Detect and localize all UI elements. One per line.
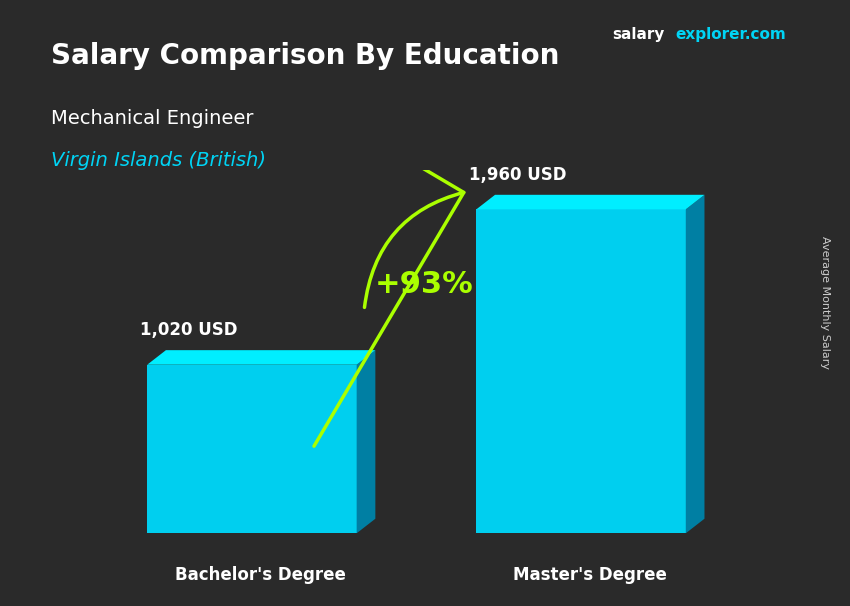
Text: Salary Comparison By Education: Salary Comparison By Education bbox=[51, 42, 559, 70]
Text: salary: salary bbox=[612, 27, 665, 42]
Text: Bachelor's Degree: Bachelor's Degree bbox=[175, 566, 346, 584]
Polygon shape bbox=[476, 209, 686, 533]
Text: Master's Degree: Master's Degree bbox=[513, 566, 667, 584]
Text: explorer.com: explorer.com bbox=[676, 27, 786, 42]
Polygon shape bbox=[147, 365, 357, 533]
Text: Mechanical Engineer: Mechanical Engineer bbox=[51, 109, 253, 128]
Text: 1,960 USD: 1,960 USD bbox=[469, 166, 566, 184]
Text: Average Monthly Salary: Average Monthly Salary bbox=[819, 236, 830, 370]
Polygon shape bbox=[476, 195, 705, 209]
Text: Virgin Islands (British): Virgin Islands (British) bbox=[51, 152, 266, 170]
Polygon shape bbox=[147, 350, 376, 365]
Polygon shape bbox=[357, 350, 376, 533]
FancyArrowPatch shape bbox=[210, 42, 464, 446]
Text: +93%: +93% bbox=[375, 270, 473, 299]
Polygon shape bbox=[686, 195, 705, 533]
Text: 1,020 USD: 1,020 USD bbox=[139, 321, 237, 339]
